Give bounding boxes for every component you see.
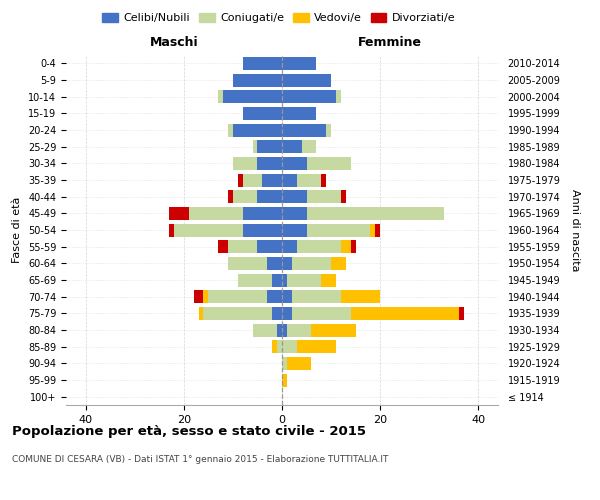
Bar — [307, 190, 341, 203]
Text: Popolazione per età, sesso e stato civile - 2015: Popolazione per età, sesso e stato civil… — [12, 425, 366, 438]
Bar — [336, 90, 341, 103]
Bar — [233, 190, 257, 203]
Bar — [262, 174, 282, 186]
Bar — [243, 57, 282, 70]
Bar — [238, 174, 243, 186]
Bar — [257, 157, 282, 170]
Bar — [272, 274, 282, 286]
Bar — [228, 257, 267, 270]
Bar — [272, 340, 277, 353]
Bar — [307, 224, 370, 236]
Bar — [282, 157, 307, 170]
Bar — [203, 290, 208, 303]
Bar — [282, 374, 287, 386]
Bar — [287, 324, 311, 336]
Bar — [282, 124, 326, 136]
Bar — [194, 290, 203, 303]
Bar — [267, 290, 282, 303]
Bar — [282, 224, 307, 236]
Bar — [307, 157, 351, 170]
Bar — [243, 174, 262, 186]
Bar — [228, 240, 257, 253]
Bar — [292, 257, 331, 270]
Bar — [243, 107, 282, 120]
Bar — [257, 190, 282, 203]
Bar — [228, 124, 233, 136]
Bar — [282, 257, 292, 270]
Bar — [341, 190, 346, 203]
Bar — [277, 340, 282, 353]
Bar — [218, 240, 228, 253]
Text: Maschi: Maschi — [149, 36, 199, 49]
Bar — [297, 340, 336, 353]
Bar — [282, 307, 292, 320]
Bar — [282, 340, 297, 353]
Bar — [267, 257, 282, 270]
Bar — [243, 224, 282, 236]
Bar — [326, 124, 331, 136]
Bar — [282, 290, 292, 303]
Bar — [287, 274, 321, 286]
Bar — [292, 307, 351, 320]
Bar — [233, 157, 257, 170]
Text: Femmine: Femmine — [358, 36, 422, 49]
Legend: Celibi/Nubili, Coniugati/e, Vedovi/e, Divorziati/e: Celibi/Nubili, Coniugati/e, Vedovi/e, Di… — [98, 8, 460, 28]
Bar — [321, 274, 336, 286]
Bar — [282, 74, 331, 86]
Bar — [331, 257, 346, 270]
Bar — [238, 274, 272, 286]
Bar — [302, 140, 316, 153]
Bar — [253, 140, 257, 153]
Bar — [282, 107, 316, 120]
Bar — [243, 207, 282, 220]
Bar — [282, 324, 287, 336]
Bar — [277, 324, 282, 336]
Bar — [272, 307, 282, 320]
Bar — [282, 190, 307, 203]
Bar — [297, 174, 321, 186]
Bar — [351, 240, 356, 253]
Bar — [233, 124, 282, 136]
Bar — [282, 357, 287, 370]
Bar — [282, 140, 302, 153]
Bar — [218, 90, 223, 103]
Bar — [199, 307, 203, 320]
Bar — [257, 240, 282, 253]
Bar — [375, 224, 380, 236]
Bar — [311, 324, 356, 336]
Bar — [341, 240, 351, 253]
Bar — [282, 274, 287, 286]
Bar — [169, 207, 189, 220]
Bar — [189, 207, 243, 220]
Bar — [257, 140, 282, 153]
Bar — [253, 324, 277, 336]
Bar — [282, 207, 307, 220]
Bar — [292, 290, 341, 303]
Bar — [203, 307, 272, 320]
Bar — [282, 240, 297, 253]
Bar — [282, 174, 297, 186]
Y-axis label: Anni di nascita: Anni di nascita — [570, 188, 580, 271]
Bar — [208, 290, 267, 303]
Bar — [321, 174, 326, 186]
Bar — [351, 307, 459, 320]
Bar — [282, 57, 316, 70]
Bar — [228, 190, 233, 203]
Y-axis label: Fasce di età: Fasce di età — [13, 197, 22, 263]
Bar — [297, 240, 341, 253]
Bar — [370, 224, 375, 236]
Bar — [307, 207, 444, 220]
Bar — [341, 290, 380, 303]
Bar — [174, 224, 243, 236]
Bar — [169, 224, 174, 236]
Bar — [459, 307, 464, 320]
Text: COMUNE DI CESARA (VB) - Dati ISTAT 1° gennaio 2015 - Elaborazione TUTTITALIA.IT: COMUNE DI CESARA (VB) - Dati ISTAT 1° ge… — [12, 455, 388, 464]
Bar — [233, 74, 282, 86]
Bar — [287, 357, 311, 370]
Bar — [282, 90, 336, 103]
Bar — [223, 90, 282, 103]
